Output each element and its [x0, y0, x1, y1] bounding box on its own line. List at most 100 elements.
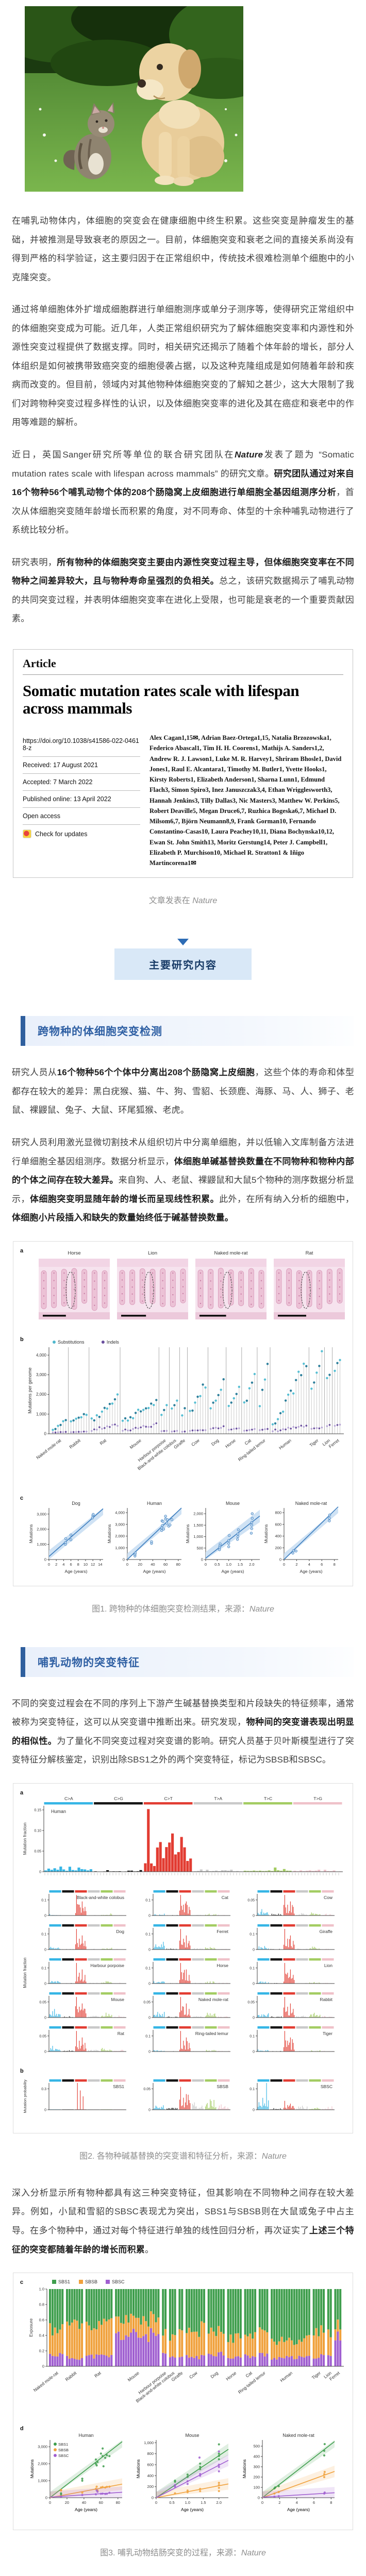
svg-text:Ring-tailed lemur: Ring-tailed lemur — [195, 2031, 228, 2036]
svg-text:12: 12 — [91, 1562, 95, 1567]
nature-journal-name: Nature — [192, 896, 218, 906]
svg-text:Cow: Cow — [190, 1437, 201, 1447]
svg-text:1.0: 1.0 — [185, 2500, 190, 2505]
svg-text:40: 40 — [82, 2500, 86, 2505]
svg-text:T>G: T>G — [313, 1796, 322, 1801]
svg-text:Dog: Dog — [210, 1437, 220, 1447]
svg-text:Mutation fraction: Mutation fraction — [22, 1822, 27, 1855]
svg-text:Age (years): Age (years) — [65, 1569, 88, 1574]
svg-text:Mutations: Mutations — [28, 1524, 34, 1543]
svg-text:0: 0 — [253, 1914, 255, 1918]
svg-text:C>G: C>G — [114, 1796, 123, 1801]
svg-text:Mutations: Mutations — [185, 1524, 190, 1543]
svg-text:800: 800 — [275, 1510, 281, 1515]
section-header-mutation-signatures: 哺乳动物的突变特征 — [21, 1647, 354, 1677]
svg-text:0.3: 0.3 — [41, 2088, 46, 2091]
main-content-jump: 主要研究内容 — [0, 939, 366, 980]
svg-text:1.0: 1.0 — [39, 2287, 44, 2292]
svg-text:Horse: Horse — [217, 1963, 228, 1968]
svg-text:Exposure: Exposure — [28, 2318, 34, 2337]
svg-text:0: 0 — [44, 1982, 46, 1986]
svg-text:0.1: 0.1 — [249, 1967, 255, 1970]
puppy-kitten-photo — [0, 0, 282, 192]
svg-text:Age (years): Age (years) — [287, 2507, 310, 2512]
svg-text:3,000: 3,000 — [37, 1512, 46, 1516]
svg-text:10: 10 — [84, 1562, 88, 1567]
svg-text:0: 0 — [261, 2500, 263, 2505]
main-content-button[interactable]: 主要研究内容 — [114, 948, 252, 980]
svg-text:C>A: C>A — [64, 1796, 73, 1801]
svg-text:Mutation fraction: Mutation fraction — [23, 1957, 27, 1988]
svg-text:Rat: Rat — [99, 1437, 108, 1446]
svg-text:Indels: Indels — [107, 1340, 120, 1345]
figure-3: c SBS1 SBSB SBSC 0 0.2 0.4 0.6 0.8 1.0 Exposure Nak… — [13, 2273, 353, 2531]
svg-text:Mutations: Mutations — [136, 2460, 141, 2479]
svg-text:T>C: T>C — [264, 1796, 272, 1801]
svg-text:Human: Human — [278, 1437, 292, 1450]
svg-text:0: 0 — [39, 1870, 41, 1874]
svg-text:4: 4 — [308, 1562, 310, 1567]
svg-text:0.5: 0.5 — [169, 2500, 174, 2505]
figure-2: a C>A C>G C>T T>A T>C T>G 0 0.05 0.10 0.15 Human Mut… — [13, 1783, 353, 2133]
svg-text:2,000: 2,000 — [37, 1527, 46, 1531]
svg-text:Cow: Cow — [324, 1895, 333, 1900]
svg-text:2.0: 2.0 — [217, 2500, 222, 2505]
svg-text:1,000: 1,000 — [37, 1542, 46, 1547]
svg-text:200: 200 — [253, 2475, 260, 2480]
svg-text:0: 0 — [44, 2050, 46, 2054]
svg-text:Ferret: Ferret — [328, 1437, 341, 1449]
svg-text:Horse: Horse — [225, 2370, 237, 2382]
figure-3-caption: 图3. 哺乳动物结肠突变的过程，来源：Nature — [100, 2549, 266, 2558]
svg-text:0.05: 0.05 — [143, 2088, 151, 2091]
svg-text:Rat: Rat — [306, 1250, 313, 1256]
figure-1-caption: 图1. 跨物种的体细胞突变检测结果，来源：Nature — [92, 1604, 274, 1614]
svg-text:Mutations per genome: Mutations per genome — [27, 1367, 32, 1414]
svg-text:0: 0 — [148, 1982, 151, 1986]
svg-text:200: 200 — [275, 1546, 281, 1550]
svg-text:8: 8 — [77, 1562, 79, 1567]
svg-text:8: 8 — [334, 1562, 336, 1567]
intro-paragraph-2: 通过将单细胞体外扩增成细胞群进行单细胞测序或单分子测序等，使得研究正常组织中的体… — [12, 304, 354, 428]
svg-text:0.1: 0.1 — [145, 1967, 151, 1970]
svg-text:Mutations: Mutations — [242, 2460, 247, 2479]
svg-text:Human: Human — [78, 2433, 93, 2438]
down-arrow-icon — [177, 939, 189, 946]
svg-text:Tiger: Tiger — [311, 2370, 322, 2381]
svg-text:0: 0 — [253, 2016, 255, 2020]
check-updates-icon — [23, 829, 31, 839]
svg-text:0.05: 0.05 — [34, 1850, 41, 1853]
svg-text:6: 6 — [321, 1562, 323, 1567]
svg-text:2: 2 — [55, 1562, 57, 1567]
paper-meta-column: https://doi.org/10.1038/s41586-022-04618… — [23, 733, 140, 868]
svg-text:SBS1: SBS1 — [58, 2279, 70, 2284]
svg-text:0.1: 0.1 — [249, 1933, 255, 1936]
svg-text:3,000: 3,000 — [36, 1372, 47, 1377]
svg-text:Dog: Dog — [209, 2370, 219, 2380]
svg-text:0.1: 0.1 — [249, 2035, 255, 2038]
svg-text:Rat: Rat — [93, 2370, 102, 2378]
svg-text:d: d — [20, 2426, 24, 2432]
paper-meta-5: Check for updates — [23, 825, 140, 843]
svg-text:14: 14 — [98, 1562, 102, 1567]
svg-text:1.0: 1.0 — [226, 1562, 231, 1567]
svg-text:Cat: Cat — [222, 1895, 229, 1900]
svg-text:Age (years): Age (years) — [181, 2507, 204, 2512]
svg-text:600: 600 — [147, 2463, 154, 2467]
svg-text:0: 0 — [148, 2108, 151, 2112]
svg-text:0: 0 — [44, 1557, 46, 1562]
svg-text:0: 0 — [44, 2016, 46, 2020]
svg-text:Cow: Cow — [188, 2370, 198, 2380]
svg-text:2.0: 2.0 — [249, 1562, 254, 1567]
svg-text:Mutations: Mutations — [29, 2460, 35, 2479]
svg-text:0: 0 — [253, 2108, 255, 2112]
svg-text:Age (years): Age (years) — [75, 2507, 97, 2512]
svg-text:Mouse: Mouse — [127, 2370, 140, 2383]
svg-text:400: 400 — [275, 1534, 281, 1538]
paper-meta-2: Accepted: 7 March 2022 — [23, 774, 140, 791]
svg-text:Mouse: Mouse — [185, 2433, 199, 2438]
figure-2-caption: 图2. 各物种碱基替换的突变谱和特征分析，来源：Nature — [79, 2151, 287, 2161]
svg-text:60: 60 — [163, 1562, 168, 1567]
svg-text:0.1: 0.1 — [145, 2035, 151, 2038]
svg-text:0.5: 0.5 — [214, 1562, 220, 1567]
paper-meta-0[interactable]: https://doi.org/10.1038/s41586-022-04618… — [23, 733, 140, 757]
